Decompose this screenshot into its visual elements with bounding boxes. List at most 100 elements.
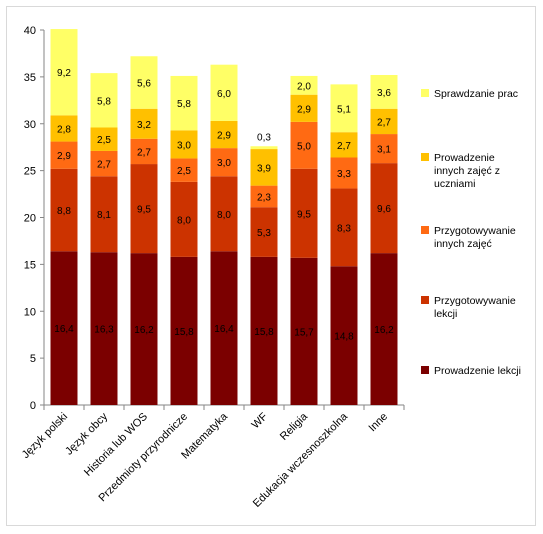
data-label: 16,2: [134, 325, 154, 336]
bar-segment: [290, 257, 318, 405]
bar-segment: [50, 29, 78, 116]
data-label: 9,2: [57, 68, 71, 79]
data-label: 2,0: [297, 81, 311, 92]
bar-segment: [130, 253, 158, 405]
category-label: WF: [250, 410, 271, 431]
data-label: 9,5: [297, 209, 311, 220]
data-label: 2,9: [217, 131, 231, 142]
data-label: 2,8: [57, 124, 71, 135]
data-label: 9,6: [377, 204, 391, 215]
data-label: 16,4: [54, 324, 74, 335]
bar-segment: [370, 134, 398, 164]
y-tick-label: 40: [24, 25, 36, 37]
bar-segment: [370, 163, 398, 254]
legend-swatch: [421, 226, 429, 234]
bar-segment: [250, 207, 278, 257]
bar-segment: [130, 56, 158, 109]
bar-segment: [330, 266, 358, 405]
legend-label: Przygotowywanie: [434, 295, 516, 307]
data-label: 3,3: [337, 169, 351, 180]
bar-segment: [130, 164, 158, 254]
data-label: 2,7: [137, 147, 151, 158]
category-label: Inne: [366, 411, 390, 435]
bar-segment: [170, 158, 198, 182]
bar-segment: [250, 185, 278, 208]
data-label: 6,0: [217, 89, 231, 100]
bar-segment: [50, 251, 78, 405]
data-label: 3,1: [377, 145, 391, 156]
bar-segment: [330, 157, 358, 189]
bar-segment: [250, 256, 278, 405]
data-label: 3,0: [217, 158, 231, 169]
legend-label: innych zajęć: [434, 238, 492, 250]
bar-segment: [250, 146, 278, 150]
legend-label: uczniami: [434, 178, 475, 190]
bar-segment: [90, 252, 118, 405]
legend-label: Prowadzenie lekcji: [434, 365, 521, 377]
bar-segment: [90, 73, 118, 128]
bar-segment: [210, 120, 238, 149]
data-label: 5,8: [97, 96, 111, 107]
legend-label: Przygotowywanie: [434, 225, 516, 237]
bar-segment: [170, 130, 198, 159]
data-label: 2,7: [97, 160, 111, 171]
data-label: 8,0: [177, 215, 191, 226]
y-tick-label: 5: [30, 353, 36, 365]
data-label: 2,9: [297, 104, 311, 115]
bar-segment: [210, 64, 238, 121]
data-label: 5,1: [337, 104, 351, 115]
data-label: 8,3: [337, 223, 351, 234]
bar-segment: [330, 132, 358, 158]
data-label: 5,0: [297, 141, 311, 152]
data-label: 9,5: [137, 205, 151, 216]
bar-segment: [210, 148, 238, 177]
bar-segment: [50, 115, 78, 142]
category-label: Język polski: [20, 411, 70, 461]
bar-segment: [50, 168, 78, 252]
bar-segment: [370, 75, 398, 109]
y-tick-label: 35: [24, 72, 36, 84]
data-label: 2,5: [97, 135, 111, 146]
bar-segment: [290, 121, 318, 169]
data-label: 3,0: [177, 140, 191, 151]
y-tick-label: 0: [30, 400, 36, 412]
data-label: 15,7: [294, 327, 314, 338]
data-label: 2,5: [177, 166, 191, 177]
bar-segment: [130, 108, 158, 139]
data-label: 3,9: [257, 163, 271, 174]
data-label: 5,3: [257, 228, 271, 239]
bar-segment: [290, 94, 318, 122]
data-label: 8,8: [57, 206, 71, 217]
bar-segment: [330, 84, 358, 133]
data-label: 8,1: [97, 210, 111, 221]
data-label: 2,7: [377, 117, 391, 128]
bar-segment: [210, 251, 238, 405]
y-tick-label: 30: [24, 119, 36, 131]
data-label: 14,8: [334, 332, 354, 343]
legend-swatch: [421, 89, 429, 97]
data-label: 2,3: [257, 192, 271, 203]
legend-swatch: [421, 296, 429, 304]
bar-segment: [170, 181, 198, 257]
legend-swatch: [421, 153, 429, 161]
data-labels: 16,4 8,8 2,9 2,8 9,2 16,3 8,1 2,7 2,5 5,8 16,2 9,5 2…: [54, 68, 394, 342]
y-tick-label: 15: [24, 259, 36, 271]
bar-segment: [330, 188, 358, 267]
data-label: 0,3: [257, 132, 271, 143]
bar-segment: [50, 141, 78, 169]
bar-segment: [130, 138, 158, 165]
bar-segment: [90, 150, 118, 177]
data-label: 15,8: [254, 327, 274, 338]
data-label: 5,6: [137, 79, 151, 90]
legend-label: Prowadzenie: [434, 152, 495, 164]
data-label: 2,7: [337, 141, 351, 152]
bar-segment: [290, 168, 318, 258]
bar-segment: [170, 256, 198, 405]
data-label: 5,8: [177, 99, 191, 110]
bars: [50, 29, 398, 405]
y-tick-label: 25: [24, 166, 36, 178]
data-label: 15,8: [174, 327, 194, 338]
data-label: 16,4: [214, 324, 234, 335]
bar-segment: [90, 127, 118, 151]
